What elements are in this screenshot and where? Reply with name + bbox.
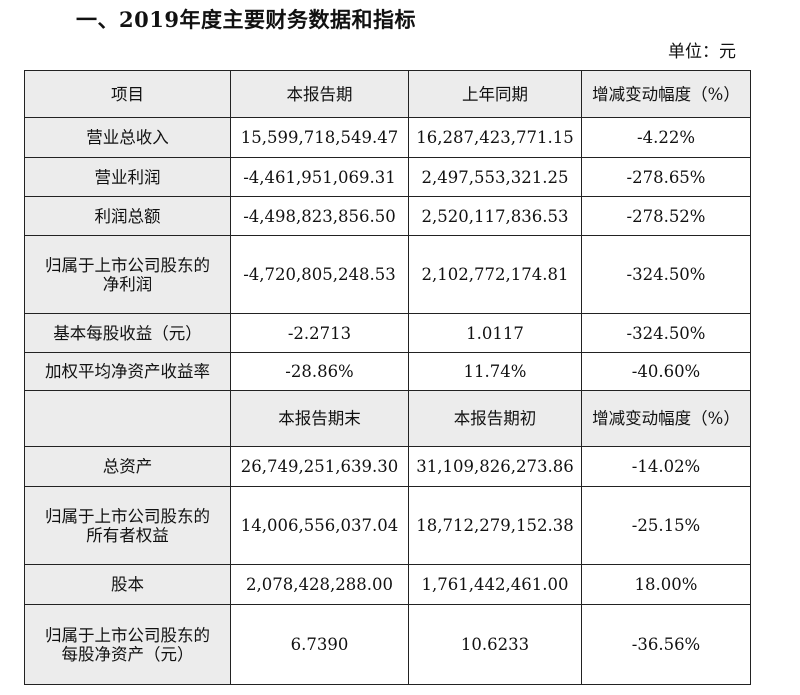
- unit-label: 单位：元: [668, 42, 736, 62]
- row-label: 归属于上市公司股东的 所有者权益: [24, 486, 231, 565]
- table-row: 归属于上市公司股东的 每股净资产（元） 6.7390 10.6233 -36.56…: [24, 604, 751, 685]
- cell-change: -4.22%: [581, 117, 751, 158]
- table-row: 股本 2,078,428,288.00 1,761,442,461.00 18.…: [24, 564, 751, 605]
- table-row: 营业利润 -4,461,951,069.31 2,497,553,321.25 …: [24, 157, 751, 197]
- cell-change: 18.00%: [581, 564, 751, 605]
- cell-change: -14.02%: [581, 446, 751, 487]
- row-label-line: 归属于上市公司股东的: [45, 625, 210, 645]
- cell-prior: 1.0117: [408, 313, 582, 353]
- row-label: 总资产: [24, 446, 231, 487]
- subheader-cell-change-pct: 增减变动幅度（%）: [581, 390, 751, 447]
- header-cell-change-pct: 增减变动幅度（%）: [581, 70, 751, 118]
- cell-period-start: 18,712,279,152.38: [408, 486, 582, 565]
- cell-prior: 2,520,117,836.53: [408, 196, 582, 236]
- cell-period-end: 6.7390: [230, 604, 409, 685]
- subheader-cell-blank: [24, 390, 231, 447]
- row-label: 营业利润: [24, 157, 231, 197]
- cell-period-start: 1,761,442,461.00: [408, 564, 582, 605]
- section-heading: 一、2019年度主要财务数据和指标: [76, 7, 416, 32]
- table-header-row: 项目 本报告期 上年同期 增减变动幅度（%）: [24, 70, 751, 118]
- table-row: 加权平均净资产收益率 -28.86% 11.74% -40.60%: [24, 352, 751, 391]
- row-label: 基本每股收益（元）: [24, 313, 231, 353]
- table-subheader-row: 本报告期末 本报告期初 增减变动幅度（%）: [24, 390, 751, 447]
- cell-period-start: 31,109,826,273.86: [408, 446, 582, 487]
- cell-change: -40.60%: [581, 352, 751, 391]
- row-label-line: 所有者权益: [86, 525, 169, 545]
- cell-change: -25.15%: [581, 486, 751, 565]
- cell-current: -4,720,805,248.53: [230, 235, 409, 314]
- row-label-line: 净利润: [102, 274, 153, 294]
- row-label: 营业总收入: [24, 117, 231, 158]
- header-cell-prior-period: 上年同期: [408, 70, 582, 118]
- cell-period-start: 10.6233: [408, 604, 582, 685]
- header-cell-current-period: 本报告期: [230, 70, 409, 118]
- cell-change: -324.50%: [581, 235, 751, 314]
- table-row: 总资产 26,749,251,639.30 31,109,826,273.86 …: [24, 446, 751, 487]
- row-label: 加权平均净资产收益率: [24, 352, 231, 391]
- subheader-cell-period-end: 本报告期末: [230, 390, 409, 447]
- cell-prior: 16,287,423,771.15: [408, 117, 582, 158]
- row-label: 利润总额: [24, 196, 231, 236]
- cell-current: -4,498,823,856.50: [230, 196, 409, 236]
- cell-current: -28.86%: [230, 352, 409, 391]
- row-label: 股本: [24, 564, 231, 605]
- financial-data-table: 项目 本报告期 上年同期 增减变动幅度（%） 营业总收入 15,599,718,…: [24, 70, 751, 685]
- cell-current: 15,599,718,549.47: [230, 117, 409, 158]
- table-row: 归属于上市公司股东的 所有者权益 14,006,556,037.04 18,712…: [24, 486, 751, 565]
- cell-change: -36.56%: [581, 604, 751, 685]
- cell-period-end: 26,749,251,639.30: [230, 446, 409, 487]
- cell-prior: 2,497,553,321.25: [408, 157, 582, 197]
- header-cell-item: 项目: [24, 70, 231, 118]
- row-label: 归属于上市公司股东的 净利润: [24, 235, 231, 314]
- row-label-line: 归属于上市公司股东的: [45, 506, 210, 526]
- row-label-line: 每股净资产（元）: [61, 644, 194, 664]
- table-row: 利润总额 -4,498,823,856.50 2,520,117,836.53 …: [24, 196, 751, 236]
- row-label: 归属于上市公司股东的 每股净资产（元）: [24, 604, 231, 685]
- cell-change: -324.50%: [581, 313, 751, 353]
- cell-period-end: 14,006,556,037.04: [230, 486, 409, 565]
- row-label-line: 归属于上市公司股东的: [45, 255, 210, 275]
- table-row: 营业总收入 15,599,718,549.47 16,287,423,771.1…: [24, 117, 751, 158]
- cell-period-end: 2,078,428,288.00: [230, 564, 409, 605]
- cell-prior: 11.74%: [408, 352, 582, 391]
- cell-current: -4,461,951,069.31: [230, 157, 409, 197]
- cell-change: -278.52%: [581, 196, 751, 236]
- cell-prior: 2,102,772,174.81: [408, 235, 582, 314]
- cell-current: -2.2713: [230, 313, 409, 353]
- table-row: 基本每股收益（元） -2.2713 1.0117 -324.50%: [24, 313, 751, 353]
- cell-change: -278.65%: [581, 157, 751, 197]
- subheader-cell-period-start: 本报告期初: [408, 390, 582, 447]
- table-row: 归属于上市公司股东的 净利润 -4,720,805,248.53 2,102,77…: [24, 235, 751, 314]
